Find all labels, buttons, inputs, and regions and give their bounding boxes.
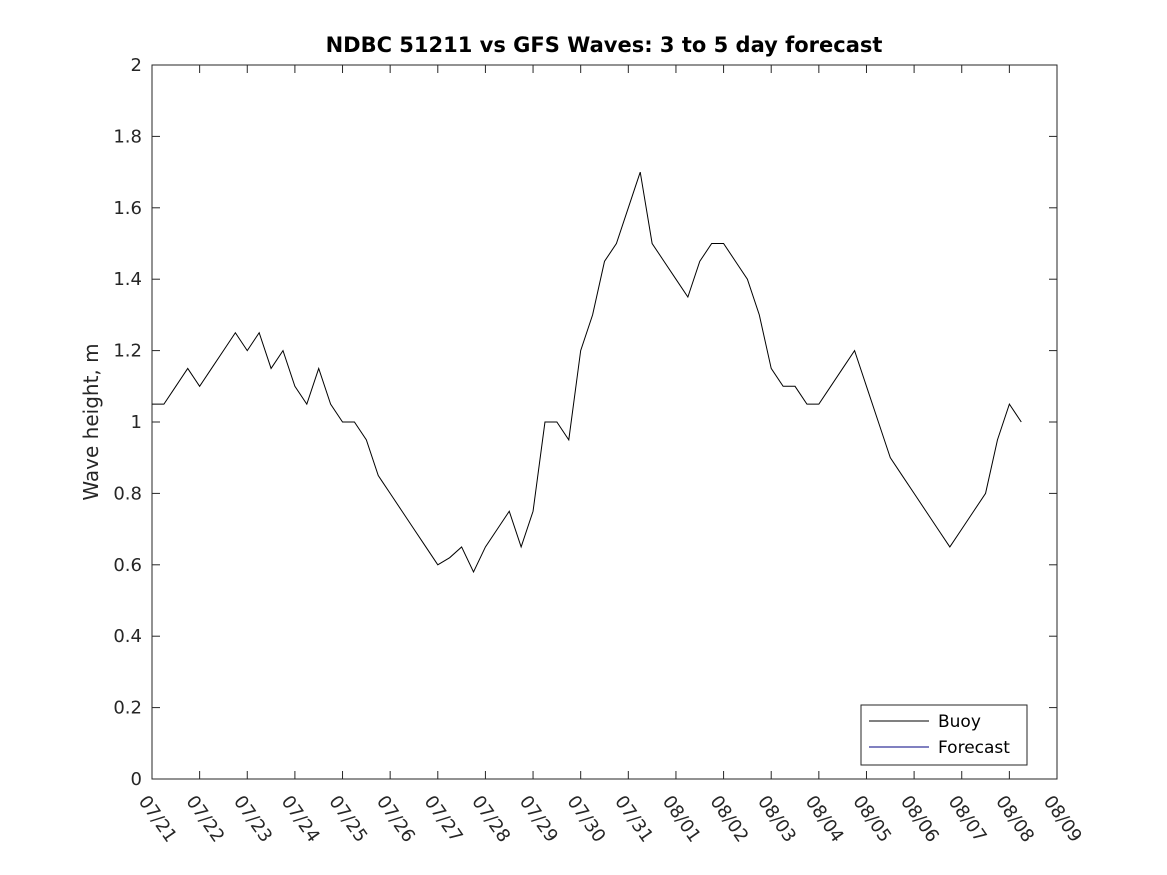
y-tick-label: 1.2 <box>113 341 142 362</box>
y-tick-label: 0.4 <box>113 626 142 647</box>
y-tick-label: 1.6 <box>113 198 142 219</box>
legend: Buoy Forecast <box>860 704 1028 766</box>
chart-title: NDBC 51211 vs GFS Waves: 3 to 5 day fore… <box>326 33 883 57</box>
y-tick-label: 0 <box>131 769 142 790</box>
y-tick-label: 1.8 <box>113 126 142 147</box>
y-tick-label: 2 <box>131 55 142 76</box>
y-axis-label: Wave height, m <box>79 343 103 500</box>
series-line-0 <box>152 171 1022 574</box>
legend-buoy-label: Buoy <box>938 712 981 732</box>
y-tick-label: 1 <box>131 412 142 433</box>
legend-forecast-label: Forecast <box>938 738 1010 758</box>
y-axis: 0 0.2 0.4 0.6 0.8 1 1.2 1.4 1.6 1.8 2 <box>113 55 1057 790</box>
series-layer <box>152 171 1022 574</box>
y-tick-label: 0.2 <box>113 698 142 719</box>
y-tick-label: 0.6 <box>113 555 142 576</box>
legend-box <box>860 704 1028 766</box>
plot-area <box>151 64 1058 780</box>
y-tick-label: 1.4 <box>113 269 142 290</box>
y-tick-label: 0.8 <box>113 483 142 504</box>
